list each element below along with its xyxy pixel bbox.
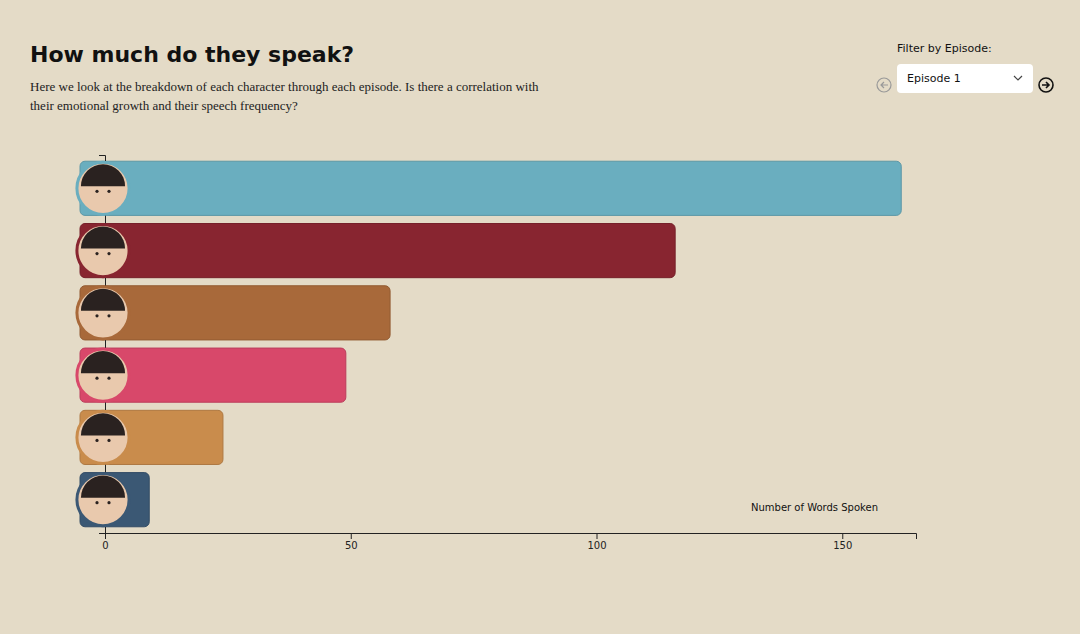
avatar-hair xyxy=(81,289,125,311)
x-tick-label: 50 xyxy=(345,540,358,551)
x-tick-mark xyxy=(351,533,352,539)
x-tick-mark xyxy=(105,533,106,539)
avatar-hair xyxy=(81,351,125,373)
avatar-eye xyxy=(107,252,110,255)
avatar-face xyxy=(77,349,129,401)
episode-dropdown[interactable]: Episode 1 xyxy=(897,64,1033,93)
x-axis-title: Number of Words Spoken xyxy=(751,502,878,513)
x-tick: 100 xyxy=(587,533,606,551)
avatar-face xyxy=(77,225,129,277)
x-tick-label: 100 xyxy=(587,540,606,551)
next-circle[interactable] xyxy=(1039,78,1053,92)
avatar-eye xyxy=(95,439,98,442)
avatar-face xyxy=(77,411,129,463)
subtitle: Here we look at the breakdown of each ch… xyxy=(30,77,550,115)
avatar-hair xyxy=(81,164,125,186)
x-axis: 0 50 100 150 xyxy=(102,533,916,551)
avatar-hair xyxy=(81,413,125,435)
x-tick-mark xyxy=(597,533,598,539)
dropdown-text: Episode 1 xyxy=(907,72,961,85)
x-tick: 150 xyxy=(833,533,852,551)
x-tick: 50 xyxy=(345,533,358,551)
prev-button[interactable] xyxy=(877,78,891,92)
avatar-hair xyxy=(81,476,125,498)
avatar-hair xyxy=(81,227,125,249)
avatar-eye xyxy=(95,190,98,193)
avatar-face xyxy=(77,474,129,526)
x-axis-line xyxy=(106,534,917,540)
x-tick: 0 xyxy=(102,533,108,551)
avatar-eye xyxy=(95,314,98,317)
avatar-eye xyxy=(95,377,98,380)
x-tick-label: 0 xyxy=(102,540,108,551)
avatar-eye xyxy=(107,314,110,317)
next-button[interactable] xyxy=(1039,78,1053,92)
bar xyxy=(80,161,901,215)
title: How much do they speak? xyxy=(30,42,354,67)
next-arrow[interactable] xyxy=(1042,82,1049,88)
avatar-eye xyxy=(107,439,110,442)
avatar xyxy=(77,287,129,339)
chevron xyxy=(1014,76,1022,80)
x-tick-mark xyxy=(842,533,843,539)
avatar xyxy=(77,411,129,463)
avatars xyxy=(77,162,129,526)
avatar-face xyxy=(77,162,129,214)
avatar-eye xyxy=(95,501,98,504)
avatar xyxy=(77,162,129,214)
avatar-face xyxy=(77,287,129,339)
avatar xyxy=(77,349,129,401)
chart: 0 50 100 150 Number of Words Spoken xyxy=(0,0,1080,634)
avatar-eye xyxy=(107,190,110,193)
prev-circle[interactable] xyxy=(877,78,891,92)
filter-label: Filter by Episode: xyxy=(897,42,992,55)
bar xyxy=(80,224,675,278)
avatar xyxy=(77,225,129,277)
avatar xyxy=(77,474,129,526)
avatar-eye xyxy=(95,252,98,255)
prev-arrow[interactable] xyxy=(881,82,888,88)
bars xyxy=(80,161,901,527)
x-tick-label: 150 xyxy=(833,540,852,551)
avatar-eye xyxy=(107,501,110,504)
avatar-eye xyxy=(107,377,110,380)
